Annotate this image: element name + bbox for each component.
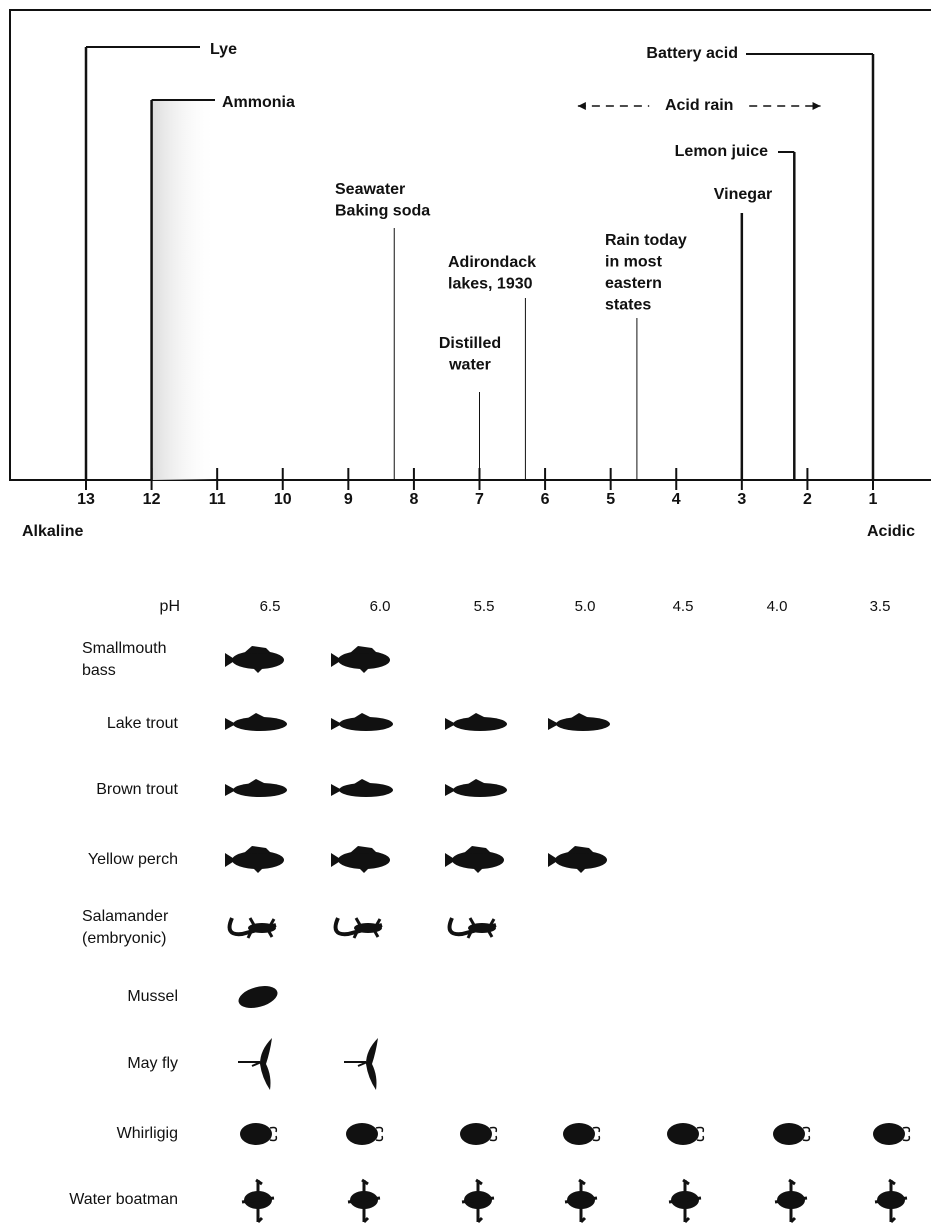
organism-icon: [336, 918, 382, 938]
ph-column-label: 4.0: [767, 598, 788, 615]
substance-label: Lye: [210, 41, 237, 58]
organism-icon: [445, 779, 507, 797]
organism-icon: [331, 713, 393, 731]
organism-icon: [773, 1123, 809, 1145]
organism-icon: [225, 646, 284, 673]
ph-column-label: 3.5: [870, 598, 891, 615]
substance-label: Battery acid: [646, 45, 738, 62]
substance-label: in most: [605, 254, 663, 271]
organism-icon: [445, 713, 507, 731]
organism-icon: [240, 1123, 276, 1145]
organism-icon: [225, 713, 287, 731]
organism-icon: [565, 1180, 597, 1222]
tick-label: 12: [143, 491, 161, 508]
organism-label: Brown trout: [96, 781, 178, 798]
organism-icon: [238, 1038, 272, 1090]
ph-column-label: 4.5: [673, 598, 694, 615]
organism-icon: [331, 846, 390, 873]
organism-icon: [460, 1123, 496, 1145]
tick-label: 2: [803, 491, 812, 508]
substance-label: Rain today: [605, 232, 687, 249]
substance-label: Vinegar: [714, 186, 772, 203]
organism-label: May fly: [127, 1055, 178, 1072]
organism-icon: [445, 846, 504, 873]
organism-icon: [331, 779, 393, 797]
ph-column-label: 5.0: [575, 598, 596, 615]
organism-icon: [875, 1180, 907, 1222]
acid-rain-label: Acid rain: [665, 97, 733, 114]
substance-label: lakes, 1930: [448, 276, 533, 293]
tick-label: 13: [77, 491, 95, 508]
tick-label: 7: [475, 491, 484, 508]
organism-icon: [348, 1180, 380, 1222]
organism-icon: [873, 1123, 909, 1145]
organism-label: (embryonic): [82, 930, 166, 947]
organism-icon: [548, 846, 607, 873]
organism-icon: [462, 1180, 494, 1222]
organism-label: Smallmouth: [82, 640, 166, 657]
organism-icon: [344, 1038, 378, 1090]
organism-icon: [225, 779, 287, 797]
ph-header: pH: [160, 598, 180, 615]
substance-label: states: [605, 297, 651, 314]
ph-column-label: 5.5: [474, 598, 495, 615]
scale-frame: [10, 10, 931, 480]
organism-icon: [346, 1123, 382, 1145]
organism-label: Mussel: [127, 988, 178, 1005]
organism-icon: [242, 1180, 274, 1222]
organism-icon: [450, 918, 496, 938]
substance-label: Seawater: [335, 181, 405, 198]
tick-label: 9: [344, 491, 353, 508]
organism-icon: [669, 1180, 701, 1222]
ph-column-label: 6.0: [370, 598, 391, 615]
tick-label: 3: [737, 491, 746, 508]
organism-icon: [563, 1123, 599, 1145]
organism-label: Lake trout: [107, 715, 179, 732]
ph-column-label: 6.5: [260, 598, 281, 615]
organism-icon: [230, 918, 276, 938]
organism-label: Yellow perch: [88, 851, 178, 868]
substance-label: water: [448, 357, 491, 374]
substance-label: Lemon juice: [675, 143, 768, 160]
shading: [152, 100, 217, 480]
organism-icon: [548, 713, 610, 731]
tick-label: 5: [606, 491, 615, 508]
tick-label: 6: [541, 491, 550, 508]
alkaline-label: Alkaline: [22, 523, 83, 540]
substance-label: eastern: [605, 275, 662, 292]
organism-icon: [236, 982, 280, 1012]
organism-icon: [775, 1180, 807, 1222]
organism-icon: [667, 1123, 703, 1145]
tick-label: 1: [869, 491, 878, 508]
organism-icon: [225, 846, 284, 873]
organism-label: Whirligig: [117, 1125, 178, 1142]
tick-label: 4: [672, 491, 681, 508]
organism-label: Salamander: [82, 908, 169, 925]
substance-label: Distilled: [439, 335, 501, 352]
organism-label: Water boatman: [69, 1191, 178, 1208]
organism-label: bass: [82, 662, 116, 679]
substance-label: Ammonia: [222, 94, 295, 111]
tick-label: 8: [409, 491, 418, 508]
acidic-label: Acidic: [867, 523, 915, 540]
tick-label: 10: [274, 491, 292, 508]
substance-label: Baking soda: [335, 203, 430, 220]
diagram: Alkaline Acidic pH 13 12 11 10 9 8 7 6 5 4 3 2 1 Lye A…: [0, 0, 931, 1231]
substance-label: Adirondack: [448, 254, 536, 271]
tick-label: 11: [209, 491, 226, 508]
organism-icon: [331, 646, 390, 673]
